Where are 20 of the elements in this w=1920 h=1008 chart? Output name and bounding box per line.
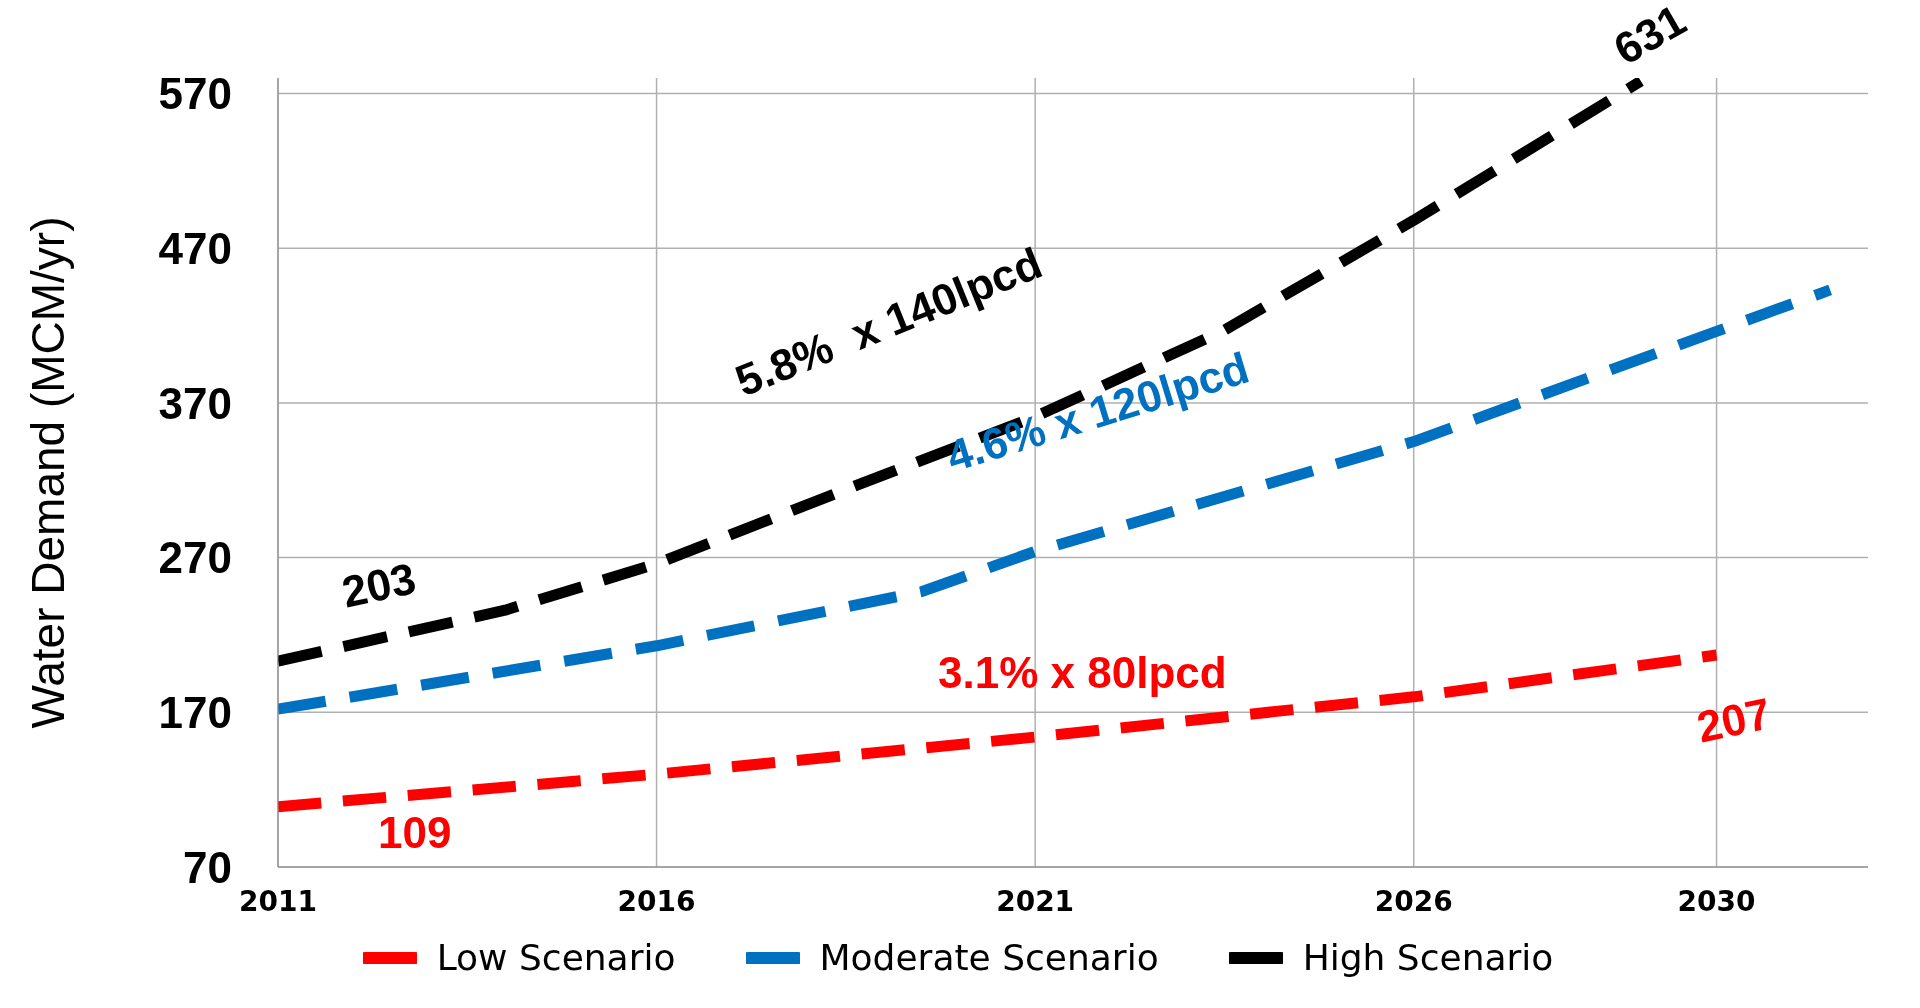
- legend-label: Moderate Scenario: [818, 937, 1159, 978]
- x-tick-label: 2016: [617, 884, 696, 918]
- legend-label: High Scenario: [1301, 937, 1554, 978]
- annotation: 207: [1692, 688, 1776, 753]
- y-tick-label: 370: [158, 378, 232, 428]
- y-tick-label: 570: [158, 69, 232, 119]
- y-tick-label: 170: [158, 687, 232, 737]
- legend-label: Low Scenario: [435, 937, 676, 978]
- x-tick-label: 2011: [239, 884, 317, 918]
- y-tick-label: 270: [158, 533, 232, 583]
- y-axis-title: Water Demand (MCM/yr): [22, 216, 75, 729]
- x-tick-label: 2026: [1374, 884, 1453, 918]
- y-tick-label: 470: [158, 223, 232, 273]
- annotation: 3.1% x 80lpcd: [938, 648, 1227, 698]
- x-tick-label: 2030: [1677, 884, 1756, 918]
- text: 631: [1605, 0, 1695, 75]
- y-tick-label: 70: [183, 842, 232, 892]
- annotation: 109: [378, 808, 452, 858]
- x-tick-label: 2021: [996, 884, 1075, 918]
- annotation: 203: [337, 553, 421, 618]
